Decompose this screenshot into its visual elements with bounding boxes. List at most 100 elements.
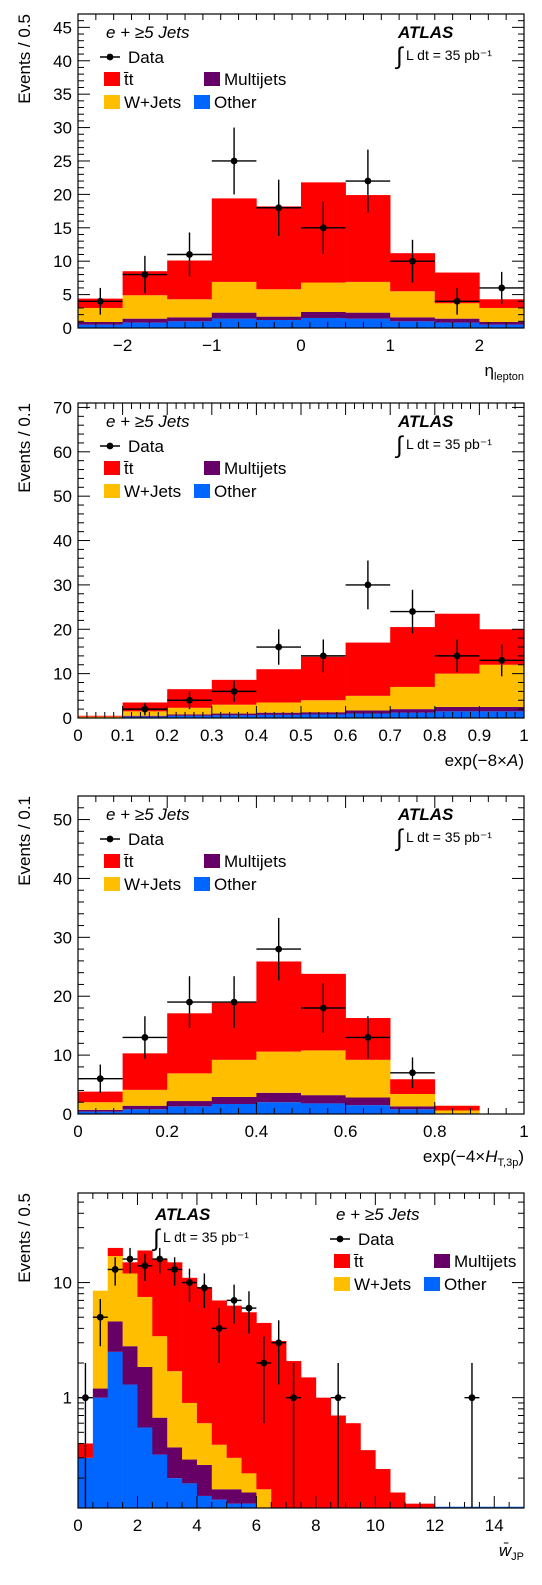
x-tick-label: 14 — [485, 1516, 504, 1535]
bar-wjets — [167, 1371, 183, 1448]
bar-ttbar — [360, 1450, 376, 1508]
data-point — [141, 271, 149, 278]
x-tick-label: 0 — [73, 726, 82, 745]
data-point — [409, 1069, 416, 1077]
bar-multijets — [241, 1492, 257, 1504]
bar-other — [434, 322, 480, 328]
y-axis-title: Events / 0.1 — [15, 403, 34, 493]
bar-wjets — [122, 1089, 168, 1106]
bar-wjets — [345, 695, 391, 711]
bar-ttbar — [345, 642, 391, 696]
data-point — [111, 1266, 119, 1273]
legend-swatch-multijets — [204, 854, 220, 868]
data-point — [245, 1304, 253, 1312]
bar-wjets — [345, 1059, 391, 1098]
bar-multijets — [390, 709, 436, 713]
bar-wjets — [256, 289, 302, 317]
bar-wjets — [78, 1102, 123, 1110]
legend-swatch-other — [194, 484, 210, 498]
bar-ttbar — [345, 1423, 361, 1508]
x-tick-label: 0.7 — [378, 726, 402, 745]
x-title-close: ) — [518, 751, 524, 770]
integral-sign: ∫ — [394, 432, 404, 459]
bar-wjets — [211, 704, 257, 714]
data-point — [453, 652, 461, 660]
data-point — [171, 1266, 179, 1273]
y-tick-label: 20 — [53, 185, 72, 204]
x-tick-label: −2 — [113, 336, 132, 355]
bar-wjets — [167, 299, 213, 318]
bar-multijets — [211, 312, 257, 319]
legend-label-ttbar: t̄t — [353, 1252, 364, 1271]
bar-wjets — [479, 307, 524, 322]
legend-label-multijets: Multijets — [454, 1252, 516, 1271]
data-point — [498, 284, 506, 292]
stacked-histogram — [78, 1247, 524, 1508]
bar-ttbar — [226, 1305, 242, 1458]
x-axis-title: ηlepton — [485, 361, 524, 383]
bar-multijets — [211, 1489, 227, 1500]
bar-multijets — [256, 712, 302, 715]
legend-label-multijets: Multijets — [224, 852, 286, 871]
y-tick-label: 45 — [53, 18, 72, 37]
x-tick-label: 0.2 — [155, 726, 179, 745]
bar-wjets — [167, 1073, 213, 1102]
legend-swatch-wjets — [334, 1277, 350, 1291]
bar-ttbar — [434, 1105, 480, 1111]
data-point — [319, 652, 327, 660]
bar-other — [122, 716, 168, 718]
bar-other — [211, 715, 257, 718]
legend-swatch-ttbar — [334, 1254, 350, 1268]
legend-swatch-other — [194, 95, 210, 109]
bar-multijets — [152, 1417, 168, 1455]
bar-other — [390, 321, 436, 328]
bar-other — [211, 318, 257, 328]
data-points — [78, 1247, 480, 1508]
data-point — [364, 581, 372, 589]
x-title-close: ) — [518, 1147, 524, 1166]
x-tick-label: 1 — [519, 1122, 528, 1141]
legend-label-other: Other — [214, 93, 257, 112]
x-title-sub: T,3p — [498, 1157, 519, 1169]
data-point — [364, 1034, 372, 1041]
bar-multijets — [107, 1321, 123, 1352]
bar-other — [301, 714, 346, 718]
x-tick-label: 1 — [385, 336, 394, 355]
legend-swatch-other — [424, 1277, 440, 1291]
legend-swatch-multijets — [204, 461, 220, 475]
data-point — [319, 1004, 327, 1012]
bar-other — [167, 321, 213, 328]
x-tick-label: 0.5 — [289, 726, 313, 745]
bar-wjets — [167, 707, 213, 715]
x-tick-label: 0.3 — [200, 726, 224, 745]
y-tick-label: 40 — [53, 52, 72, 71]
bar-ttbar — [78, 1091, 123, 1103]
bar-wjets — [301, 1050, 346, 1096]
data-point — [96, 297, 104, 305]
bar-other — [211, 1103, 257, 1114]
bar-wjets — [390, 1093, 436, 1107]
legend-label-wjets: W+Jets — [354, 1275, 411, 1294]
bar-other — [434, 711, 480, 718]
y-tick-label: 30 — [53, 119, 72, 138]
x-tick-label: 0.6 — [334, 1122, 358, 1141]
bar-multijets — [122, 318, 168, 323]
bar-multijets — [167, 714, 213, 716]
x-tick-label: 0.1 — [111, 726, 135, 745]
bar-multijets — [167, 317, 213, 322]
x-tick-label: 0.4 — [245, 726, 269, 745]
y-tick-label: 0 — [63, 709, 72, 728]
data-point — [141, 1034, 149, 1041]
bar-other — [256, 714, 302, 718]
bar-wjets — [78, 716, 123, 718]
x-title-sub: lepton — [494, 371, 524, 383]
plot-frame — [77, 795, 525, 1115]
bar-ttbar — [211, 1300, 227, 1445]
data-point — [186, 998, 193, 1006]
x-tick-label: 0.9 — [468, 726, 492, 745]
bar-multijets — [256, 1092, 302, 1103]
bar-ttbar — [182, 1277, 198, 1403]
bar-other — [196, 1495, 213, 1508]
y-tick-label: 0 — [63, 1105, 72, 1124]
